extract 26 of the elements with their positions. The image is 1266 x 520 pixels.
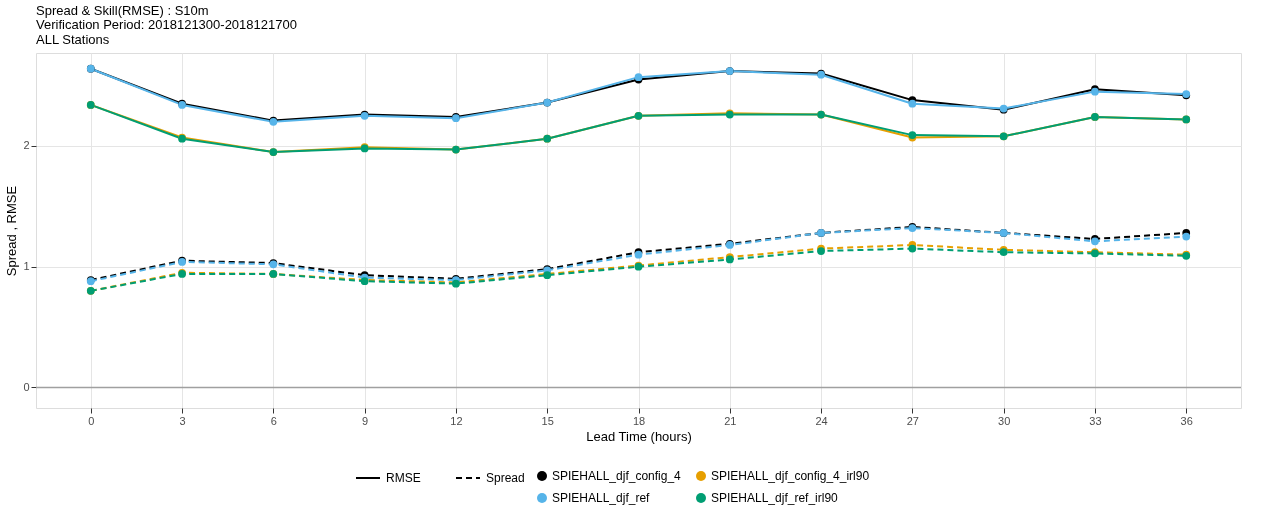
x-tick-label: 21 (724, 414, 737, 427)
text: RMSE (386, 471, 421, 485)
x-tick-label: 12 (450, 414, 463, 427)
x-axis-title: Lead Time (hours) (586, 428, 692, 444)
x-tick-label: 27 (906, 414, 919, 427)
x-tick-label: 9 (362, 414, 369, 427)
x-tick-label: 30 (998, 414, 1011, 427)
chart-title: Spread & Skill(RMSE) : S10m (36, 3, 209, 18)
x-tick-label: 6 (270, 414, 277, 427)
x-tick-label: 24 (815, 414, 828, 427)
y-tick-label: 1 (23, 260, 30, 273)
legend-label: SPIEHALL_djf_ref (552, 491, 651, 505)
x-tick-label: 3 (179, 414, 186, 427)
x-tick-label: 0 (88, 414, 95, 427)
y-axis-title: Spread , RMSE (4, 185, 20, 277)
y-tick-label: 0 (23, 380, 30, 393)
legend-label: SPIEHALL_djf_config_4 (552, 469, 682, 483)
x-tick-label: 15 (541, 414, 554, 427)
x-tick-label: 33 (1089, 414, 1102, 427)
legend-label: SPIEHALL_djf_ref_irl90 (711, 491, 839, 505)
x-tick-label: 36 (1180, 414, 1193, 427)
x-tick-label: 18 (632, 414, 646, 427)
text: Spread (486, 471, 525, 485)
y-tick-label: 2 (23, 139, 30, 152)
chart-subtitle: Verification Period: 2018121300-2018121700 ALL Stations (36, 17, 297, 47)
legend-label: SPIEHALL_djf_config_4_irl90 (711, 469, 870, 483)
